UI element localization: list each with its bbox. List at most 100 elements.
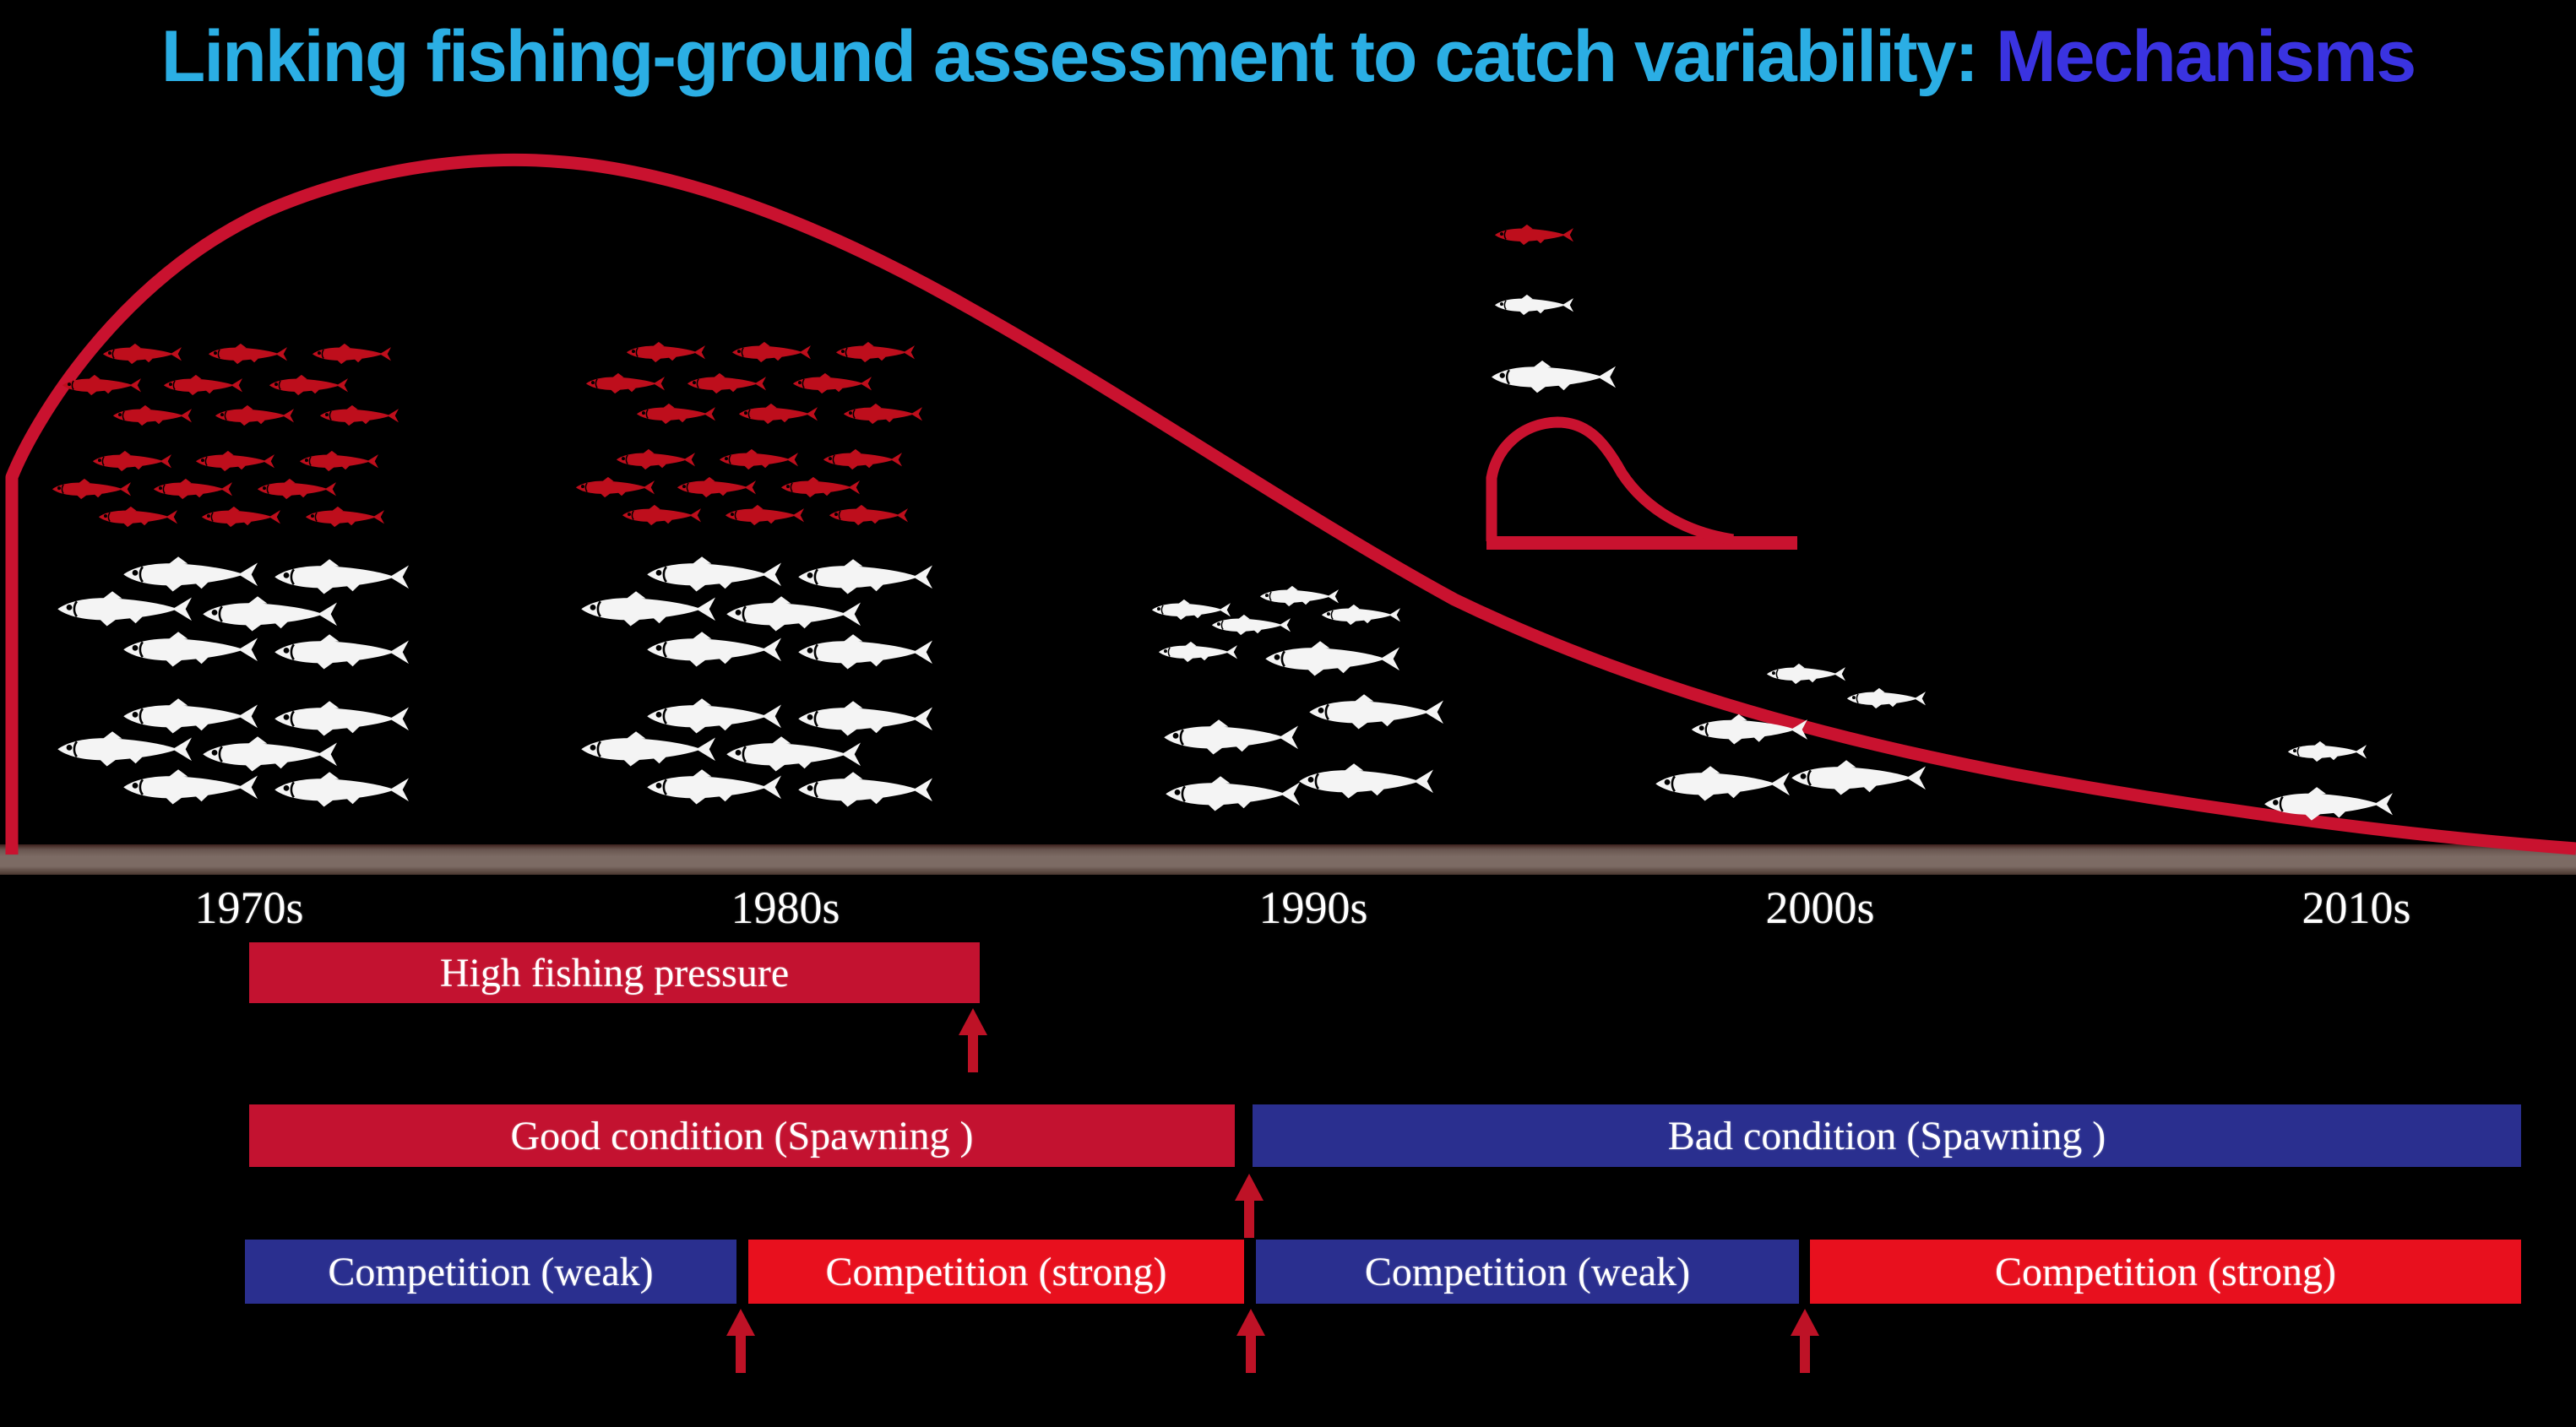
fish-icon-red bbox=[737, 402, 818, 426]
fish-icon-white bbox=[796, 556, 932, 598]
transition-arrow-up-5 bbox=[1791, 1309, 1819, 1373]
bar-label: Competition (weak) bbox=[328, 1249, 654, 1294]
bar-high-fishing-pressure: High fishing pressure bbox=[249, 942, 980, 1003]
fish-icon-red bbox=[194, 449, 274, 474]
transition-arrow-up-2 bbox=[1235, 1174, 1264, 1238]
bar-good-condition-spawning: Good condition (Spawning ) bbox=[249, 1104, 1235, 1167]
fish-icon-red bbox=[635, 402, 715, 426]
fish-icon-red bbox=[584, 372, 665, 396]
fish-icon-white bbox=[55, 729, 192, 770]
fish-icon-white bbox=[121, 767, 258, 808]
fish-icon-white bbox=[796, 769, 932, 811]
timeline-label-2000s: 2000s bbox=[1765, 882, 1875, 933]
fish-icon-red bbox=[718, 448, 798, 472]
timeline-label-2010s: 2010s bbox=[2302, 882, 2411, 933]
fish-icon-red bbox=[101, 342, 182, 366]
bar-competition-strong-2: Competition (strong) bbox=[1810, 1240, 2521, 1304]
fish-icon-red bbox=[574, 475, 655, 500]
fish-icon-white bbox=[1210, 613, 1291, 638]
fish-icon-white bbox=[2262, 784, 2393, 824]
fish-icon-white bbox=[1157, 640, 1237, 665]
fish-icon-red bbox=[61, 373, 141, 398]
fish-icon-white bbox=[1163, 773, 1300, 815]
fish-icon-white bbox=[1845, 686, 1926, 711]
fish-icon-red bbox=[304, 505, 384, 529]
fish-icon-red bbox=[731, 340, 811, 365]
fish-icon-red bbox=[625, 340, 705, 365]
fish-icon-white bbox=[272, 556, 409, 598]
fish-icon-white bbox=[579, 729, 715, 770]
arrow-head-icon bbox=[959, 1008, 987, 1035]
fish-icon-red bbox=[268, 373, 348, 398]
fish-icon-white bbox=[1489, 358, 1616, 396]
bar-bad-condition-spawning: Bad condition (Spawning ) bbox=[1253, 1104, 2521, 1167]
fish-icon-red bbox=[51, 477, 131, 502]
fish-icon-red bbox=[842, 402, 922, 426]
fish-icon-red bbox=[318, 404, 399, 428]
transition-arrow-up-4 bbox=[1236, 1309, 1265, 1373]
fish-icon-white bbox=[1765, 662, 1845, 686]
fish-icon-red bbox=[152, 477, 232, 502]
slide-title: Linking fishing-ground assessment to cat… bbox=[0, 15, 2576, 99]
fish-icon-white bbox=[579, 589, 715, 630]
fish-icon-red bbox=[311, 342, 391, 366]
fish-icon-red bbox=[834, 340, 915, 365]
fish-icon-red bbox=[256, 477, 336, 502]
fish-icon-white bbox=[1689, 712, 1807, 747]
arrow-head-icon bbox=[726, 1309, 755, 1336]
fish-icon-red bbox=[791, 372, 872, 396]
arrow-stem bbox=[968, 1035, 978, 1072]
arrow-stem bbox=[1246, 1336, 1256, 1373]
fish-icon-white bbox=[1320, 603, 1400, 627]
fish-icon-white bbox=[55, 589, 192, 630]
fish-icon-red bbox=[676, 475, 756, 500]
bar-competition-weak-1: Competition (weak) bbox=[245, 1240, 736, 1304]
arrow-head-icon bbox=[1236, 1309, 1265, 1336]
fish-icon-white bbox=[644, 767, 781, 808]
recruitment-mini-curve bbox=[1486, 416, 1734, 545]
bar-label: Competition (strong) bbox=[1995, 1249, 2336, 1294]
bar-label: High fishing pressure bbox=[439, 950, 790, 996]
bar-competition-weak-2: Competition (weak) bbox=[1256, 1240, 1799, 1304]
fish-icon-white bbox=[1263, 638, 1399, 680]
fish-icon-white bbox=[1789, 757, 1926, 799]
fish-icon-red bbox=[1493, 223, 1573, 247]
fish-icon-red bbox=[97, 505, 177, 529]
fish-icon-white bbox=[272, 769, 409, 811]
slide-title-main: Linking fishing-ground assessment to cat… bbox=[160, 16, 1996, 97]
fish-icon-white bbox=[1161, 717, 1298, 758]
timeline-label-1990s: 1990s bbox=[1258, 882, 1368, 933]
timeline-label-1970s: 1970s bbox=[194, 882, 304, 933]
fish-icon-white bbox=[644, 629, 781, 670]
fish-icon-red bbox=[724, 503, 804, 528]
timeline-label-1980s: 1980s bbox=[731, 882, 840, 933]
fish-icon-red bbox=[111, 404, 192, 428]
fish-icon-white bbox=[272, 632, 409, 673]
fish-icon-white bbox=[2286, 740, 2367, 764]
fish-icon-red bbox=[214, 404, 294, 428]
arrow-head-icon bbox=[1235, 1174, 1264, 1201]
fish-icon-white bbox=[1493, 293, 1573, 317]
timeline-axis bbox=[0, 844, 2576, 875]
fish-icon-red bbox=[162, 373, 242, 398]
fish-icon-red bbox=[91, 449, 171, 474]
bar-label: Bad condition (Spawning ) bbox=[1667, 1113, 2106, 1158]
fish-icon-red bbox=[200, 505, 280, 529]
stock-abundance-curve bbox=[5, 153, 2576, 855]
fish-icon-red bbox=[615, 448, 695, 472]
fish-icon-red bbox=[822, 448, 902, 472]
fish-icon-red bbox=[780, 475, 860, 500]
fish-icon-red bbox=[298, 449, 378, 474]
arrow-head-icon bbox=[1791, 1309, 1819, 1336]
fish-icon-white bbox=[1307, 692, 1443, 733]
bar-label: Competition (strong) bbox=[825, 1249, 1167, 1294]
fish-icon-white bbox=[1653, 763, 1790, 805]
bar-competition-strong-1: Competition (strong) bbox=[748, 1240, 1244, 1304]
fish-icon-white bbox=[121, 629, 258, 670]
fish-icon-white bbox=[1296, 761, 1433, 802]
fish-icon-red bbox=[828, 503, 908, 528]
arrow-stem bbox=[736, 1336, 746, 1373]
fish-icon-red bbox=[621, 503, 701, 528]
